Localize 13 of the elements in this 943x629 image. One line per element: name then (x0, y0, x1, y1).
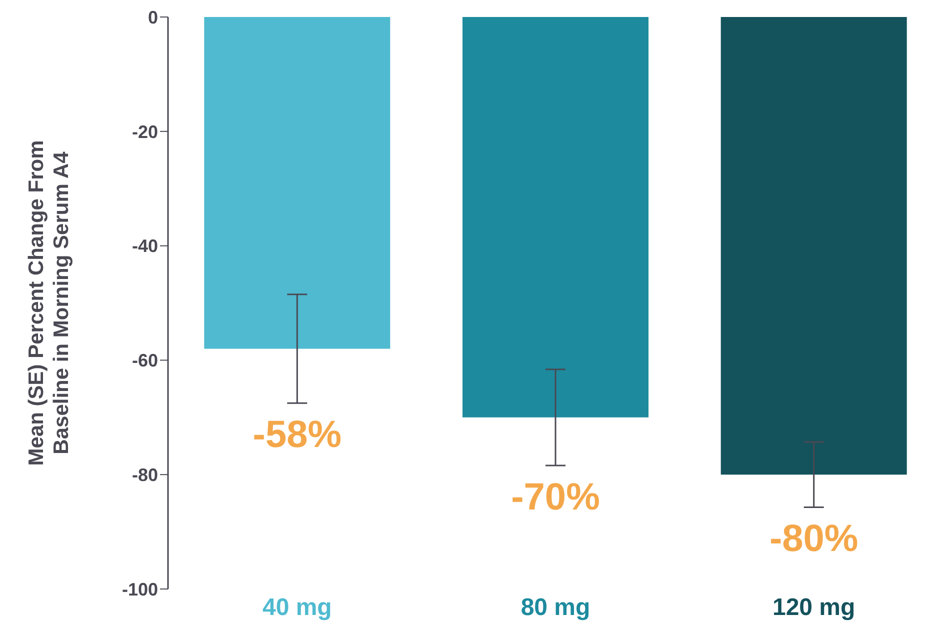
y-tick-label: -60 (132, 350, 158, 371)
data-label: -70% (511, 476, 600, 518)
y-axis-title: Mean (SE) Percent Change From Baseline in Morning Serum A4 (25, 140, 73, 466)
data-label: -58% (252, 414, 342, 456)
x-tick-label: 120 mg (772, 594, 856, 621)
y-tick-label: -40 (132, 236, 158, 256)
y-tick-label: -80 (132, 464, 158, 485)
y-tick-label: 0 (148, 7, 158, 28)
y-tick-label: -20 (132, 122, 158, 142)
y-tick-label: -100 (122, 579, 158, 600)
data-label: -80% (769, 518, 858, 560)
x-tick-label: 40 mg (262, 594, 332, 621)
x-tick-label: 80 mg (520, 594, 590, 621)
